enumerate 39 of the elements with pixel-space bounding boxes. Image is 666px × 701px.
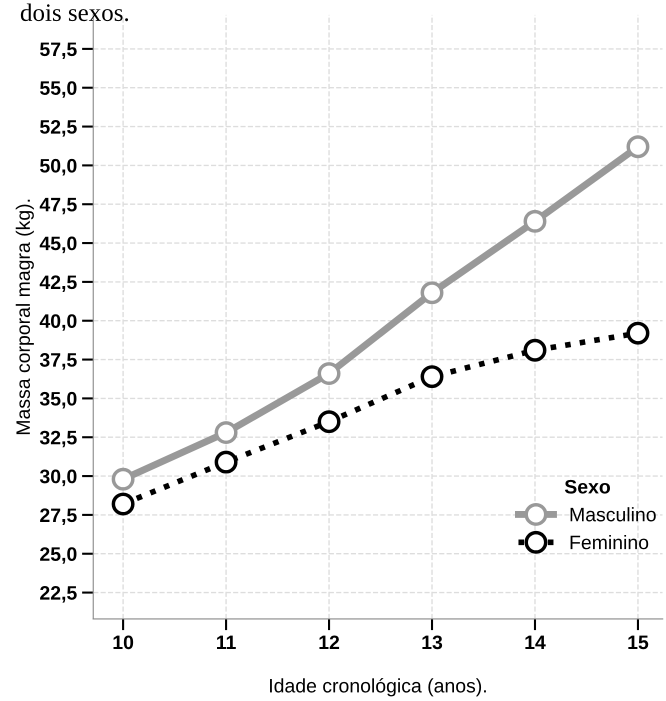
point [626,322,650,345]
legend-label: Masculino [570,507,656,522]
y-tick-label: 30,0 [40,470,76,486]
y-tick-label: 25,0 [40,547,76,564]
y-tick-label: 37,5 [40,353,77,370]
point [112,468,135,491]
point [626,135,650,158]
y-tick-label: 55,0 [40,81,76,98]
point [420,365,444,388]
y-tick-label: 22,5 [40,586,77,603]
y-tick-label: 35,0 [40,392,76,408]
y-tick-label: 27,5 [40,508,77,525]
x-tick-label: 14 [525,636,546,650]
x-axis-title: Idade cronológica (anos). [270,678,486,696]
y-tick-label: 47,5 [40,198,77,214]
y-axis-title: Massa corporal magra (kg). [16,200,34,434]
legend-label: Feminino [570,535,648,550]
point [524,338,546,362]
point [318,362,340,386]
y-tick-label: 45,0 [40,236,76,254]
x-tick-label: 11 [217,636,236,650]
y-tick-label: 52,5 [40,120,77,137]
x-tick-label: 13 [422,635,442,650]
y-tick-label: 40,0 [40,314,76,331]
x-tick-label: 15 [628,636,648,650]
point [214,450,238,474]
y-tick-label: 57,5 [40,42,77,59]
annotation: dois sexos. [20,4,128,22]
y-tick-label: 32,5 [40,430,77,448]
point [524,210,546,233]
point [318,410,340,434]
point [420,281,444,304]
legend-title: Sexo [564,480,610,494]
y-tick-label: 42,5 [40,275,77,292]
point [214,421,238,444]
y-tick-label: 50,0 [40,158,76,176]
x-tick-label: 12 [319,635,340,650]
point [112,492,135,516]
x-tick-label: 10 [114,635,134,650]
